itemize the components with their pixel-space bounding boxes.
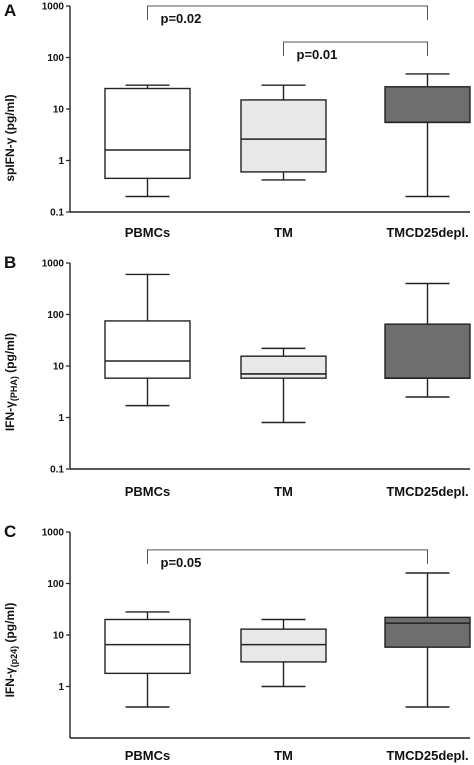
significance-bracket xyxy=(147,549,428,564)
category-label: PBMCs xyxy=(125,484,171,499)
category-label: TM xyxy=(274,484,293,499)
p-value-label: p=0.01 xyxy=(297,47,338,62)
panel-letter: C xyxy=(4,522,16,541)
y-axis-label: IFN-γ(PHA) (pg/ml) xyxy=(3,333,19,431)
y-tick-label: 1 xyxy=(58,413,64,424)
y-tick-label: 100 xyxy=(47,310,64,321)
y-tick-label: 1 xyxy=(58,156,64,167)
box-pbmcs xyxy=(104,320,191,379)
panel-c: C 1 10 100 1000 PBMCs TM TMCD25depl. p=0.05 IFN… xyxy=(3,522,471,763)
category-label: TMCD25depl. xyxy=(386,484,468,499)
plot-b: 0.1 1 10 100 1000 PBMCs TM TMCD25depl. xyxy=(42,259,471,499)
category-label: TM xyxy=(274,748,293,763)
box-tm xyxy=(240,99,327,173)
box-pbmcs xyxy=(104,87,191,180)
category-label: PBMCs xyxy=(125,748,171,763)
y-tick-label: 1000 xyxy=(42,528,65,539)
y-tick-label: 100 xyxy=(47,53,64,64)
y-tick-label: 1 xyxy=(58,682,64,693)
y-tick-label: 10 xyxy=(53,362,65,373)
category-label: TM xyxy=(274,225,293,240)
y-tick-label: 100 xyxy=(47,579,64,590)
significance-bracket xyxy=(147,5,428,20)
plot-c: 1 10 100 1000 PBMCs TM TMCD25depl. p=0.05 xyxy=(42,528,471,763)
box-pbmcs xyxy=(104,618,191,675)
panel-b: B 0.1 1 10 100 1000 PBMCs TM TMCD25depl. IFN-γ(… xyxy=(3,253,471,499)
category-label: TMCD25depl. xyxy=(386,225,468,240)
box-tm xyxy=(240,628,327,663)
box-tmcd25depl- xyxy=(384,323,471,379)
category-label: TMCD25depl. xyxy=(386,748,468,763)
significance-bracket xyxy=(283,41,428,56)
y-tick-label: 1000 xyxy=(42,2,65,13)
y-tick-label: 10 xyxy=(53,631,65,642)
y-tick-label: 0.1 xyxy=(50,208,64,219)
y-axis-label: spIFN-γ (pg/ml) xyxy=(3,94,17,181)
y-tick-label: 0.1 xyxy=(50,465,64,476)
y-axis-label: IFN-γ(p24) (pg/ml) xyxy=(3,603,19,698)
panel-a: A 0.1 1 10 100 1000 PBMCs TM TMCD25depl. p=0.02 p… xyxy=(3,1,471,240)
p-value-label: p=0.02 xyxy=(161,11,202,26)
category-label: PBMCs xyxy=(125,225,171,240)
panel-letter: A xyxy=(4,1,16,20)
box-tm xyxy=(240,355,327,379)
box-tmcd25depl- xyxy=(384,616,471,648)
p-value-label: p=0.05 xyxy=(161,555,202,570)
box-tmcd25depl- xyxy=(384,86,471,124)
plot-a: 0.1 1 10 100 1000 PBMCs TM TMCD25depl. p=0.02 p=0… xyxy=(42,2,471,240)
panel-letter: B xyxy=(4,253,16,272)
y-tick-label: 1000 xyxy=(42,259,65,270)
y-tick-label: 10 xyxy=(53,105,65,116)
